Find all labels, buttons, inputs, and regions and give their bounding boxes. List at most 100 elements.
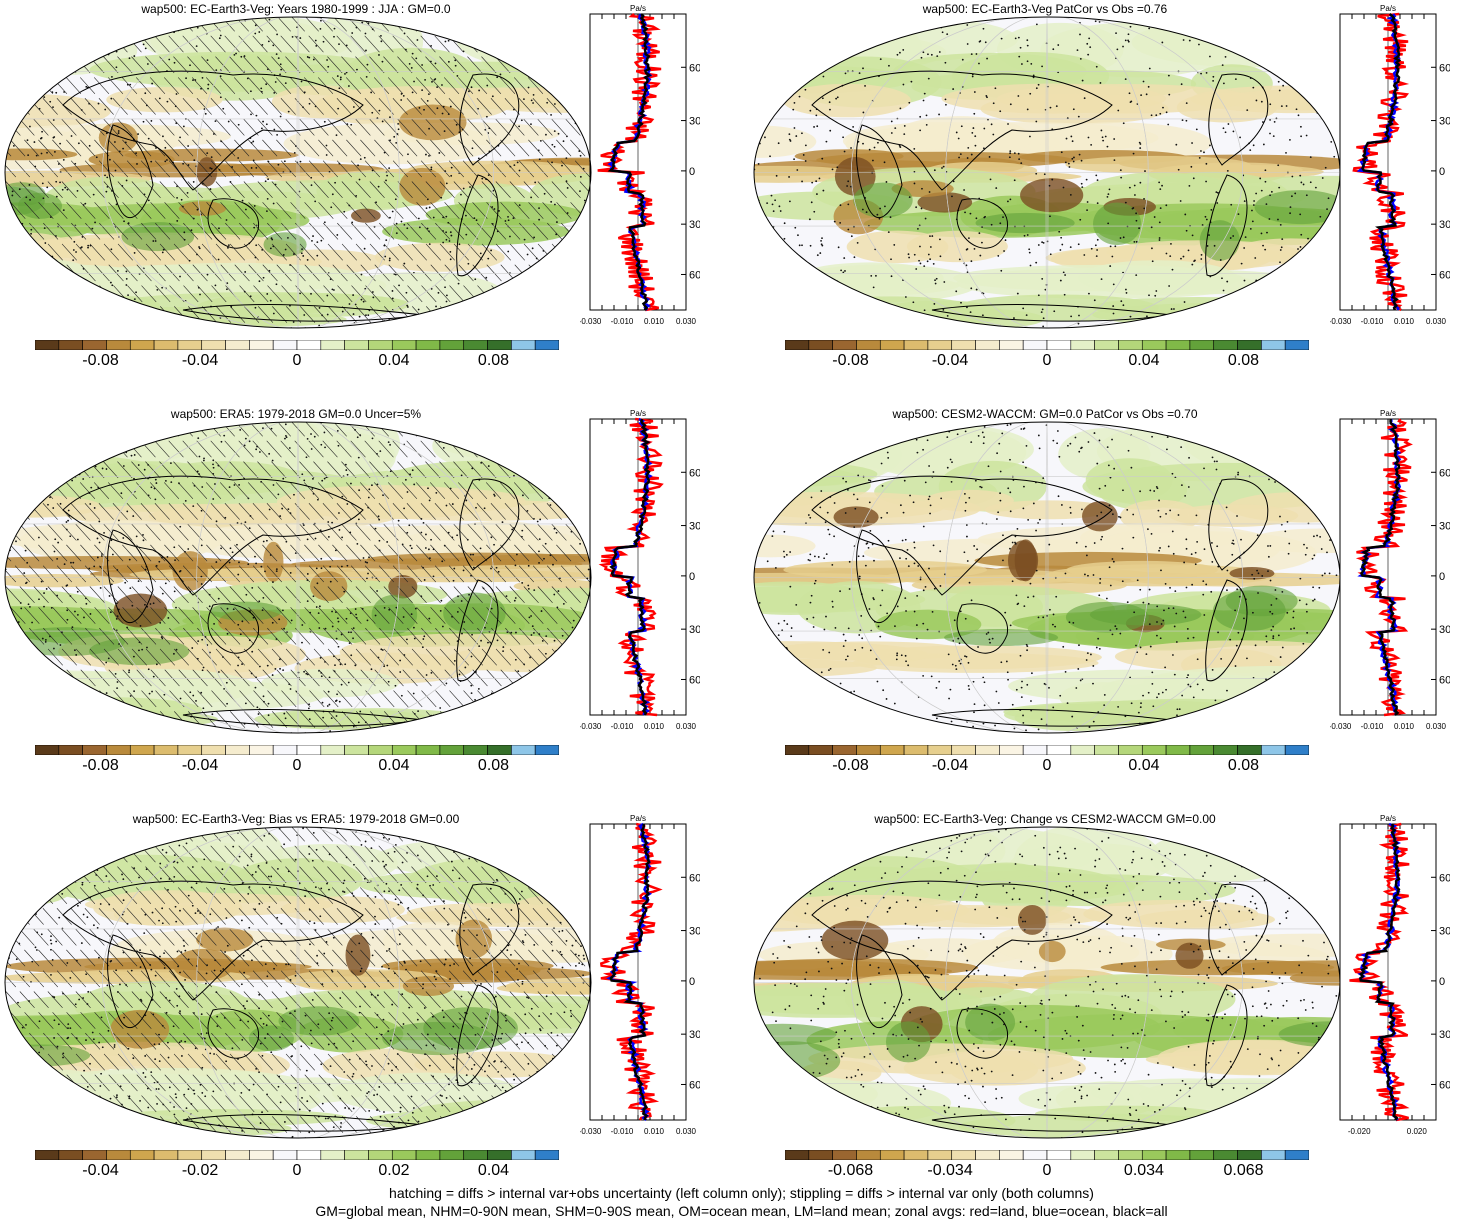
zonal-lat-label: 0 — [689, 166, 695, 178]
colorbar-tick-label: 0.02 — [378, 1162, 409, 1180]
zonal-lat-label: 60N — [689, 872, 700, 884]
zonal-lat-label: 30S — [689, 219, 700, 231]
zonal-x-tick-label: 0.010 — [644, 722, 665, 731]
colorbar-tick-label: -0.04 — [932, 757, 968, 775]
colorbar-tick-label: 0 — [293, 1162, 302, 1180]
zonal-lat-label: 60S — [1439, 674, 1450, 686]
panel-title: wap500: EC-Earth3-Veg PatCor vs Obs =0.7… — [795, 2, 1295, 16]
panel-title: wap500: ERA5: 1979-2018 GM=0.0 Uncer=5% — [46, 407, 546, 421]
zonal-lat-label: 30S — [1439, 219, 1450, 231]
zonal-x-tick-label: -0.010 — [611, 722, 634, 731]
colorbar-tick-label: 0.04 — [1128, 352, 1159, 370]
footer-line-1: hatching = diffs > internal var+obs unce… — [0, 1185, 1483, 1201]
colorbar-tick-label: 0.08 — [478, 757, 509, 775]
colorbar-tick-label: -0.08 — [82, 352, 118, 370]
panel-title: wap500: EC-Earth3-Veg: Bias vs ERA5: 197… — [46, 812, 546, 826]
colorbar-tick-label: 0.08 — [478, 352, 509, 370]
colorbar-tick-label: -0.04 — [932, 352, 968, 370]
colorbar-tick-label: -0.04 — [82, 1162, 118, 1180]
zonal-lat-label: 30N — [689, 521, 700, 533]
zonal-x-tick-label: 0.030 — [1426, 722, 1447, 731]
zonal-x-tick-label: 0.030 — [676, 722, 697, 731]
colorbar-tick-label: -0.068 — [828, 1162, 873, 1180]
colorbar-tick-label: 0.034 — [1124, 1162, 1164, 1180]
zonal-unit-label: Pa/s — [1380, 4, 1396, 13]
zonal-unit-label: Pa/s — [1380, 409, 1396, 418]
colorbar-tick-label: 0 — [1043, 352, 1052, 370]
zonal-land-line — [1350, 824, 1410, 1120]
zonal-x-tick-label: -0.010 — [1361, 722, 1384, 731]
colorbar — [35, 1150, 559, 1160]
zonal-lat-label: 60S — [1439, 1079, 1450, 1091]
zonal-x-tick-label: -0.010 — [1361, 317, 1384, 326]
zonal-lat-label: 0 — [689, 976, 695, 988]
map-panel — [752, 825, 1342, 1140]
zonal-x-tick-label: -0.020 — [1348, 1127, 1371, 1136]
map-panel — [752, 420, 1342, 735]
zonal-lat-label: 60S — [689, 674, 700, 686]
zonal-x-tick-label: 0.020 — [1407, 1127, 1428, 1136]
zonal-lat-label: 60N — [1439, 467, 1450, 479]
colorbar-tick-label: 0.08 — [1228, 352, 1259, 370]
zonal-lat-label: 0 — [689, 571, 695, 583]
zonal-unit-label: Pa/s — [630, 814, 646, 823]
footer-line-2: GM=global mean, NHM=0-90N mean, SHM=0-90… — [0, 1203, 1483, 1219]
zonal-lat-label: 30S — [689, 1029, 700, 1041]
map-panel — [3, 420, 593, 735]
map-panel — [752, 15, 1342, 330]
zonal-lat-label: 30N — [1439, 521, 1450, 533]
zonal-x-tick-label: 0.030 — [676, 317, 697, 326]
colorbar-tick-label: -0.04 — [182, 757, 218, 775]
zonal-unit-label: Pa/s — [630, 4, 646, 13]
zonal-lat-label: 60N — [689, 467, 700, 479]
colorbar-tick-label: -0.02 — [182, 1162, 218, 1180]
zonal-x-tick-label: 0.010 — [1394, 317, 1415, 326]
zonal-lat-label: 0 — [1439, 976, 1445, 988]
colorbar-tick-label: 0.04 — [1128, 757, 1159, 775]
zonal-x-tick-label: -0.030 — [580, 317, 602, 326]
panel-title: wap500: CESM2-WACCM: GM=0.0 PatCor vs Ob… — [795, 407, 1295, 421]
zonal-x-tick-label: 0.030 — [1426, 317, 1447, 326]
zonal-lat-label: 60S — [1439, 269, 1450, 281]
zonal-mean-plot: Pa/s 60N 30N 0 30S 60S -0.030 -0.010 0.010 0.030 — [1330, 407, 1450, 757]
colorbar-tick-label: -0.034 — [927, 1162, 972, 1180]
zonal-lat-label: 0 — [1439, 166, 1445, 178]
zonal-lat-label: 30S — [689, 624, 700, 636]
zonal-lat-label: 0 — [1439, 571, 1445, 583]
zonal-land-line — [601, 824, 661, 1120]
zonal-unit-label: Pa/s — [1380, 814, 1396, 823]
zonal-lat-label: 30N — [1439, 116, 1450, 128]
zonal-lat-label: 60S — [689, 269, 700, 281]
zonal-unit-label: Pa/s — [630, 409, 646, 418]
colorbar — [785, 745, 1309, 755]
panel-title: wap500: EC-Earth3-Veg: Change vs CESM2-W… — [795, 812, 1295, 826]
panel-title: wap500: EC-Earth3-Veg: Years 1980-1999 :… — [46, 2, 546, 16]
zonal-lat-label: 30N — [689, 926, 700, 938]
zonal-lat-label: 30N — [1439, 926, 1450, 938]
colorbar-tick-label: 0 — [293, 352, 302, 370]
zonal-lat-label: 60S — [689, 1079, 700, 1091]
colorbar-tick-label: 0.068 — [1223, 1162, 1263, 1180]
zonal-x-tick-label: 0.030 — [676, 1127, 697, 1136]
zonal-x-tick-label: 0.010 — [1394, 722, 1415, 731]
colorbar-tick-label: -0.08 — [82, 757, 118, 775]
colorbar — [785, 340, 1309, 350]
zonal-lat-label: 60N — [1439, 62, 1450, 74]
colorbar-tick-label: 0.04 — [378, 757, 409, 775]
zonal-x-tick-label: 0.010 — [644, 1127, 665, 1136]
colorbar-tick-label: 0.04 — [378, 352, 409, 370]
map-panel — [3, 825, 593, 1140]
zonal-x-tick-label: -0.030 — [1330, 722, 1352, 731]
colorbar — [785, 1150, 1309, 1160]
zonal-lat-label: 30S — [1439, 624, 1450, 636]
zonal-land-line — [598, 14, 661, 310]
